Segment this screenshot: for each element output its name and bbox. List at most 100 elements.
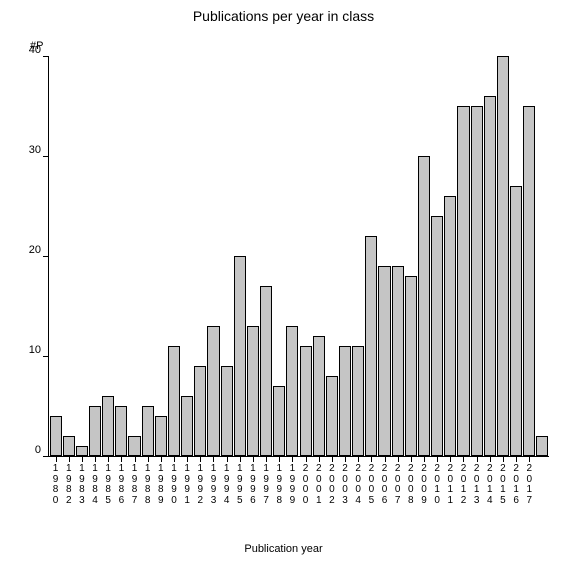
x-tick <box>108 456 109 462</box>
x-tick <box>398 456 399 462</box>
x-tick-label: 1 9 8 5 <box>104 464 112 506</box>
x-tick <box>56 456 57 462</box>
x-tick-label: 2 0 1 1 <box>446 464 454 506</box>
x-tick <box>240 456 241 462</box>
x-tick-label: 2 0 0 2 <box>328 464 336 506</box>
x-tick <box>227 456 228 462</box>
bar <box>418 156 430 456</box>
x-tick <box>463 456 464 462</box>
x-tick <box>69 456 70 462</box>
x-tick-label: 1 9 9 5 <box>236 464 244 506</box>
y-tick <box>43 56 49 57</box>
x-tick-label: 2 0 0 1 <box>315 464 323 506</box>
bar <box>286 326 298 456</box>
x-tick <box>450 456 451 462</box>
x-tick <box>121 456 122 462</box>
x-tick <box>187 456 188 462</box>
x-tick-label: 1 9 8 8 <box>144 464 152 506</box>
bar <box>207 326 219 456</box>
chart-container: Publications per year in class #P 010203… <box>0 0 567 567</box>
bar <box>181 396 193 456</box>
x-tick <box>503 456 504 462</box>
x-tick-label: 1 9 8 2 <box>65 464 73 506</box>
y-tick-label: 20 <box>29 244 41 256</box>
chart-title: Publications per year in class <box>0 8 567 24</box>
x-tick <box>292 456 293 462</box>
bar <box>168 346 180 456</box>
bar <box>365 236 377 456</box>
x-tick <box>477 456 478 462</box>
x-tick <box>148 456 149 462</box>
bar <box>523 106 535 456</box>
x-tick <box>253 456 254 462</box>
x-tick-label: 2 0 0 0 <box>302 464 310 506</box>
x-tick-label: 2 0 0 3 <box>341 464 349 506</box>
bar <box>484 96 496 456</box>
x-tick <box>385 456 386 462</box>
x-tick <box>266 456 267 462</box>
bar <box>510 186 522 456</box>
x-tick-label: 1 9 9 8 <box>275 464 283 506</box>
x-tick-label: 2 0 0 8 <box>407 464 415 506</box>
x-tick <box>279 456 280 462</box>
bar <box>444 196 456 456</box>
x-tick-label: 2 0 0 6 <box>381 464 389 506</box>
y-tick <box>43 156 49 157</box>
x-tick-label: 2 0 1 2 <box>459 464 467 506</box>
bar <box>142 406 154 456</box>
bar <box>352 346 364 456</box>
x-tick-label: 1 9 9 9 <box>288 464 296 506</box>
bar <box>115 406 127 456</box>
bar <box>76 446 88 456</box>
x-tick <box>424 456 425 462</box>
x-tick <box>358 456 359 462</box>
y-tick <box>43 456 49 457</box>
x-tick <box>135 456 136 462</box>
x-tick-label: 2 0 1 4 <box>486 464 494 506</box>
x-tick <box>332 456 333 462</box>
x-tick <box>411 456 412 462</box>
bar <box>300 346 312 456</box>
bar <box>405 276 417 456</box>
y-tick-label: 40 <box>29 44 41 56</box>
bar <box>221 366 233 456</box>
x-tick-label: 2 0 1 6 <box>512 464 520 506</box>
x-tick-label: 1 9 9 1 <box>183 464 191 506</box>
x-tick <box>490 456 491 462</box>
bar <box>536 436 548 456</box>
x-tick-label: 1 9 8 9 <box>157 464 165 506</box>
x-tick-label: 2 0 1 7 <box>525 464 533 506</box>
bar <box>50 416 62 456</box>
plot-area: 0102030401 9 8 01 9 8 21 9 8 31 9 8 41 9… <box>48 56 549 457</box>
bar <box>431 216 443 456</box>
x-tick-label: 1 9 8 6 <box>117 464 125 506</box>
bar <box>339 346 351 456</box>
y-tick-label: 10 <box>29 344 41 356</box>
bar <box>273 386 285 456</box>
y-tick <box>43 256 49 257</box>
x-tick-label: 1 9 9 7 <box>262 464 270 506</box>
y-tick-label: 30 <box>29 144 41 156</box>
x-tick <box>213 456 214 462</box>
bar <box>128 436 140 456</box>
x-tick-label: 1 9 8 7 <box>131 464 139 506</box>
x-tick-label: 1 9 9 3 <box>209 464 217 506</box>
x-tick-label: 1 9 9 0 <box>170 464 178 506</box>
bar <box>497 56 509 456</box>
x-tick <box>529 456 530 462</box>
bar <box>102 396 114 456</box>
bar <box>471 106 483 456</box>
bar <box>63 436 75 456</box>
x-tick-label: 2 0 1 0 <box>433 464 441 506</box>
bar <box>247 326 259 456</box>
bar <box>313 336 325 456</box>
x-axis-label: Publication year <box>0 543 567 555</box>
x-tick <box>82 456 83 462</box>
x-tick-label: 2 0 0 4 <box>354 464 362 506</box>
x-tick <box>437 456 438 462</box>
bar <box>457 106 469 456</box>
x-tick-label: 1 9 8 0 <box>52 464 60 506</box>
x-tick <box>161 456 162 462</box>
x-tick <box>200 456 201 462</box>
x-tick <box>345 456 346 462</box>
